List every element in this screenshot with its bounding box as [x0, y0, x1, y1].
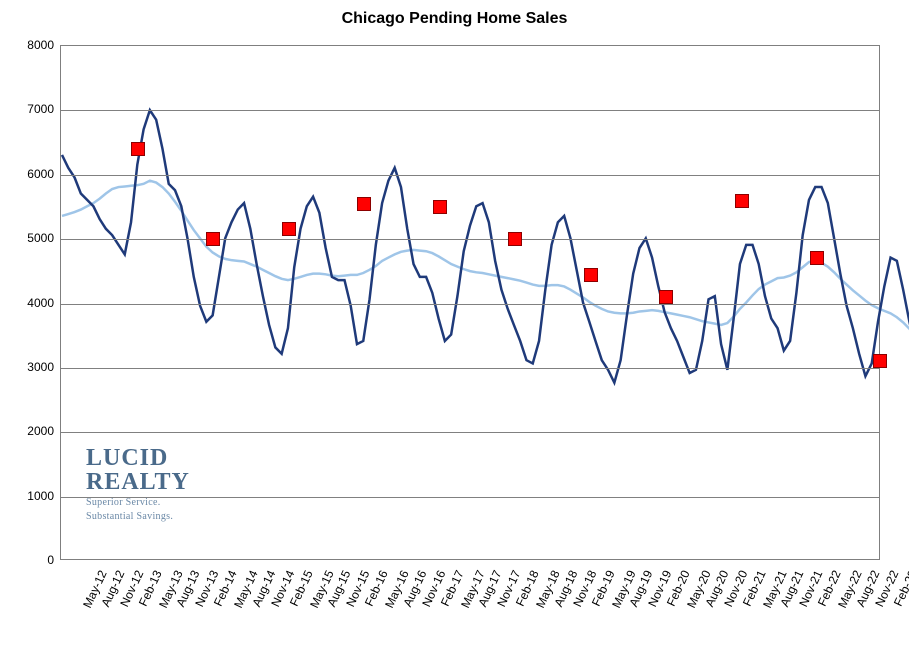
- data-marker: [282, 222, 296, 236]
- y-axis-label: 0: [4, 553, 54, 567]
- brand-line-1: LUCID: [86, 446, 190, 470]
- data-marker: [131, 142, 145, 156]
- brand-tagline-2: Substantial Savings.: [86, 512, 190, 522]
- data-marker: [810, 251, 824, 265]
- chart-title: Chicago Pending Home Sales: [0, 10, 909, 28]
- brand-tagline-1: Superior Service.: [86, 498, 190, 508]
- gridline: [61, 368, 879, 369]
- data-marker: [357, 197, 371, 211]
- data-marker: [206, 232, 220, 246]
- data-marker: [584, 268, 598, 282]
- y-axis-label: 4000: [4, 296, 54, 310]
- data-marker: [873, 354, 887, 368]
- gridline: [61, 304, 879, 305]
- y-axis-label: 3000: [4, 360, 54, 374]
- gridline: [61, 432, 879, 433]
- gridline: [61, 497, 879, 498]
- y-axis-label: 2000: [4, 424, 54, 438]
- brand-logo: LUCID REALTY Superior Service. Substanti…: [86, 446, 190, 522]
- gridline: [61, 239, 879, 240]
- primary-line: [62, 110, 909, 453]
- y-axis-label: 1000: [4, 489, 54, 503]
- data-marker: [735, 194, 749, 208]
- trend-line: [62, 181, 909, 362]
- data-marker: [659, 290, 673, 304]
- data-marker: [508, 232, 522, 246]
- gridline: [61, 110, 879, 111]
- data-marker: [433, 200, 447, 214]
- y-axis-label: 6000: [4, 167, 54, 181]
- y-axis-label: 8000: [4, 38, 54, 52]
- gridline: [61, 175, 879, 176]
- y-axis-label: 5000: [4, 231, 54, 245]
- plot-area: LUCID REALTY Superior Service. Substanti…: [60, 45, 880, 560]
- brand-line-2: REALTY: [86, 470, 190, 494]
- y-axis-label: 7000: [4, 102, 54, 116]
- chart-container: Chicago Pending Home Sales LUCID REALTY …: [0, 0, 909, 646]
